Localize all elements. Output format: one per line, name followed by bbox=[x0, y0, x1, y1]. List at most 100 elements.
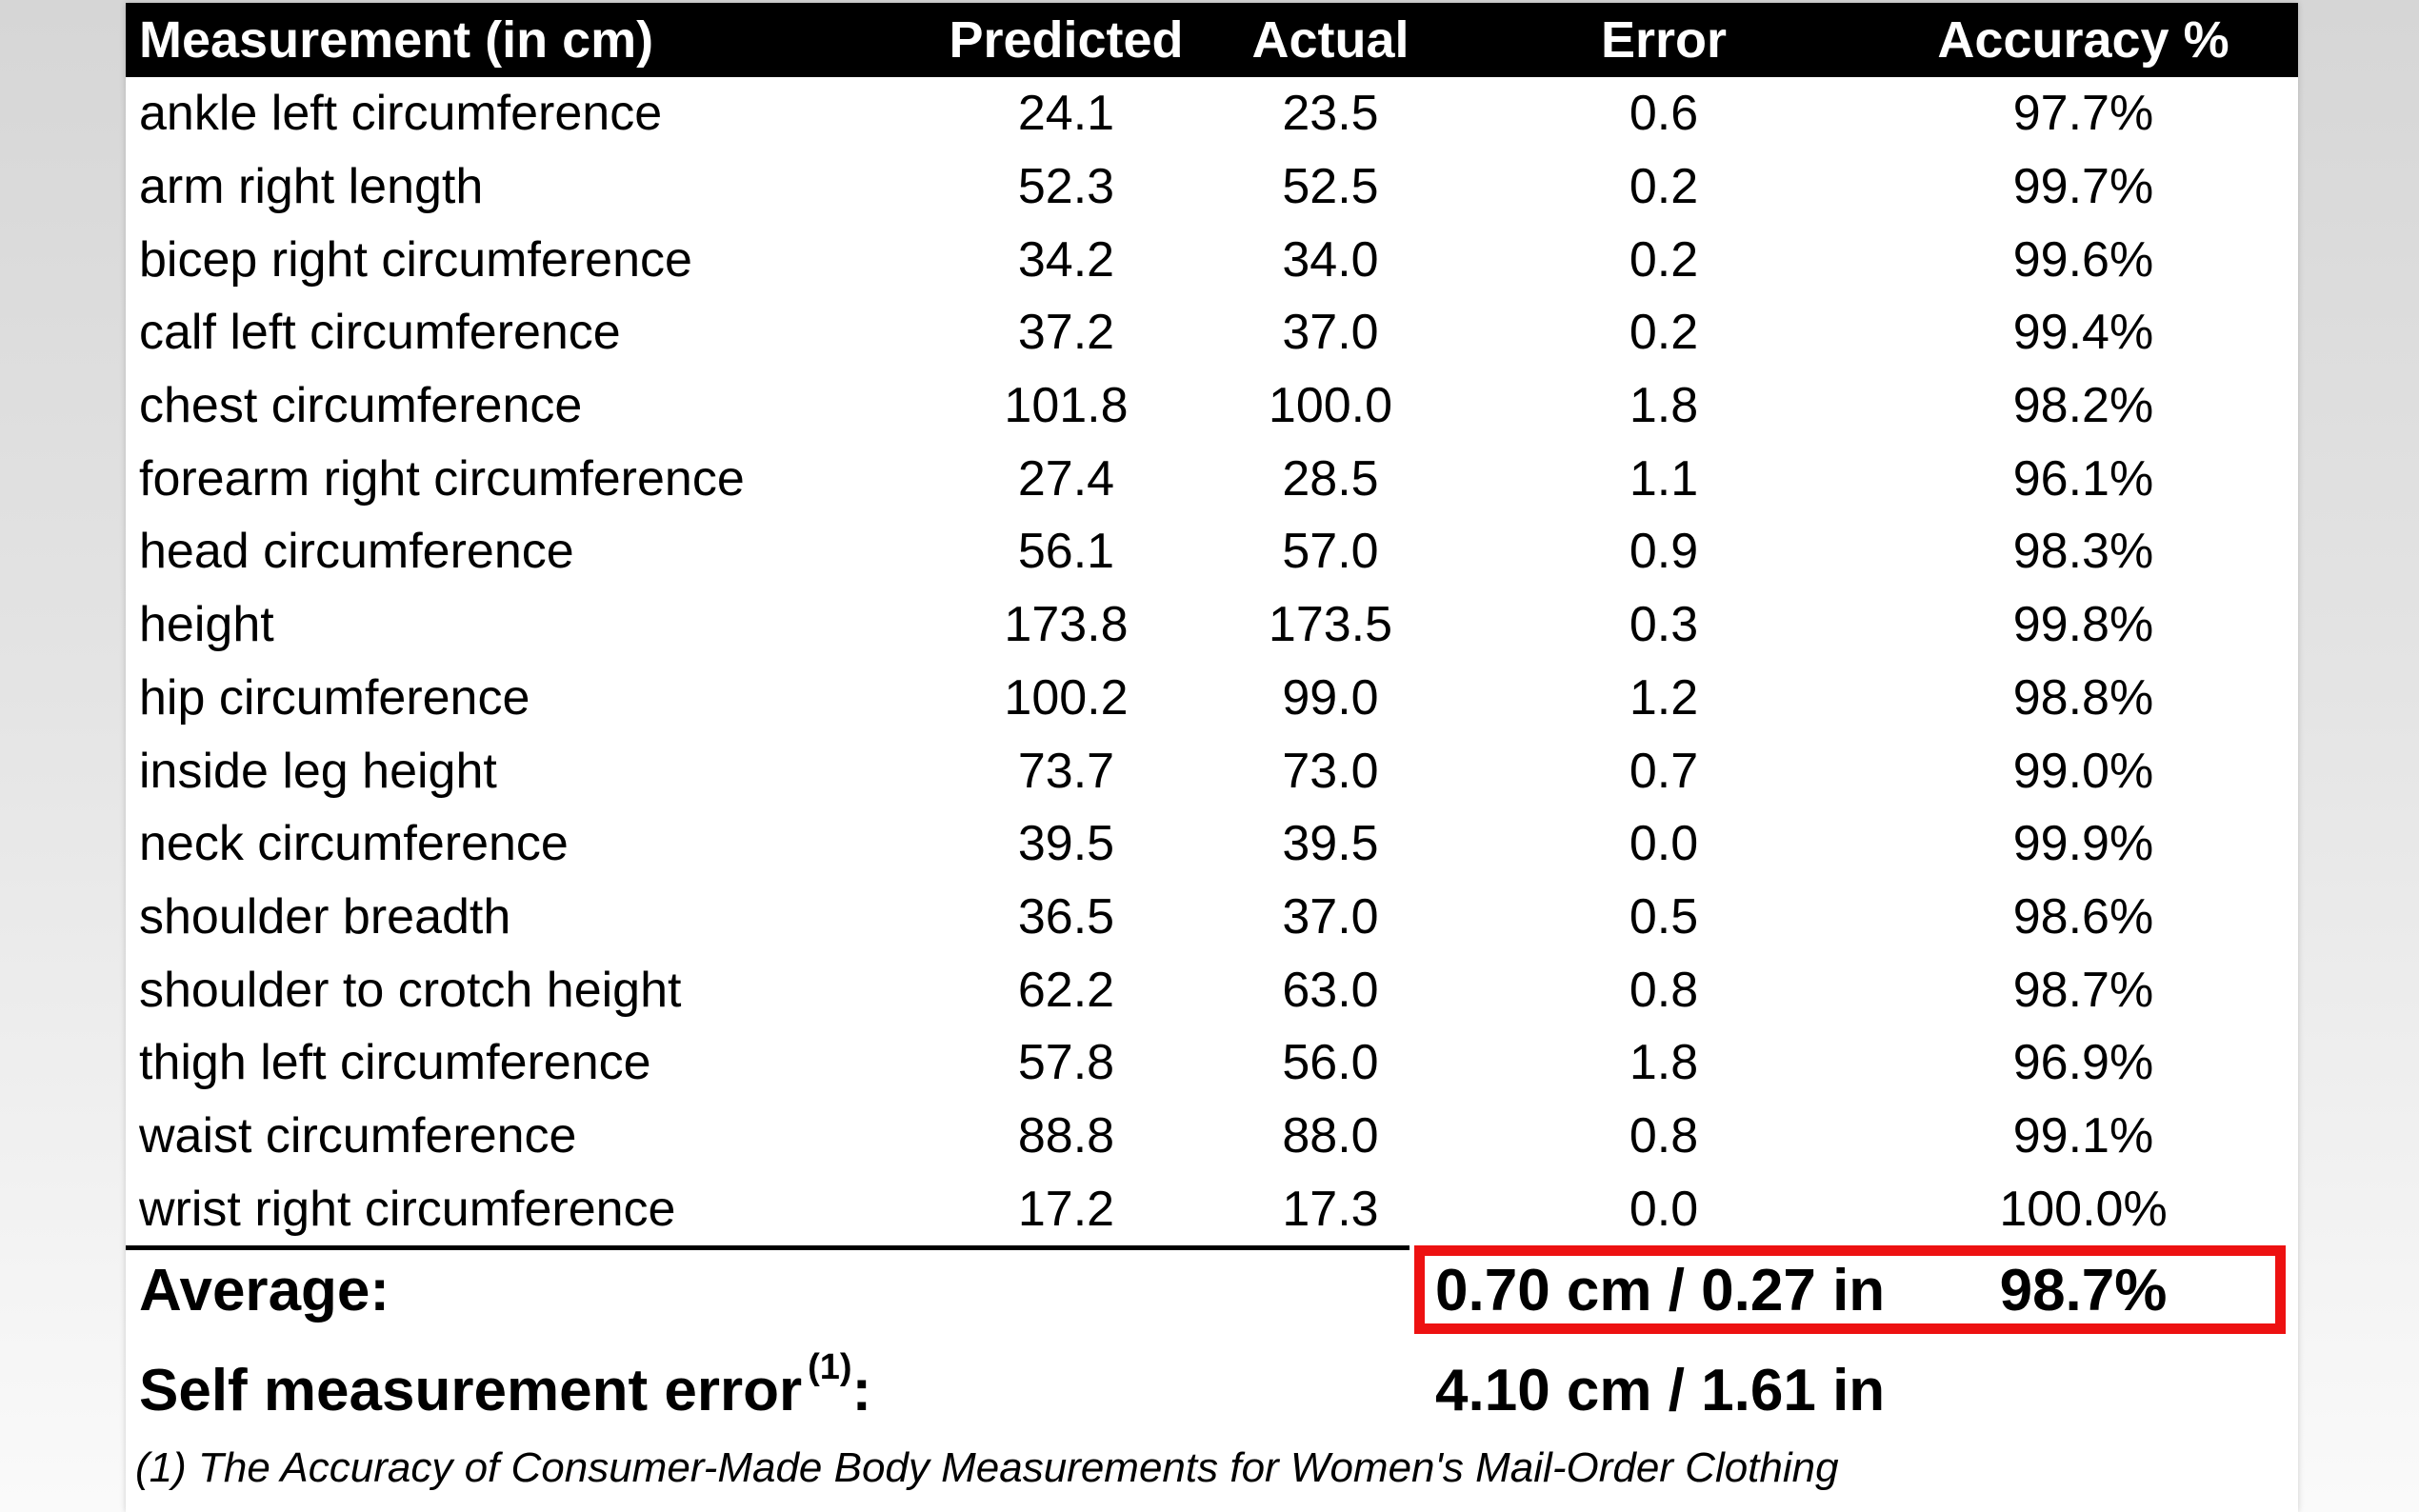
cell-error: 0.6 bbox=[1629, 86, 1699, 142]
cell-error: 0.2 bbox=[1629, 159, 1699, 215]
cell-measurement: waist circumference bbox=[139, 1107, 577, 1164]
cell-accuracy: 99.7% bbox=[2012, 159, 2154, 215]
column-header-actual: Actual bbox=[1251, 11, 1409, 69]
cell-predicted: 62.2 bbox=[1017, 962, 1115, 1018]
cell-predicted: 173.8 bbox=[1004, 597, 1129, 653]
summary-separator-line bbox=[126, 1245, 1409, 1250]
cell-predicted: 56.1 bbox=[1017, 524, 1115, 580]
cell-measurement: calf left circumference bbox=[139, 305, 621, 361]
table-row: calf left circumference 37.2 37.0 0.2 99… bbox=[126, 296, 2298, 369]
average-label: Average: bbox=[139, 1258, 390, 1323]
cell-predicted: 57.8 bbox=[1017, 1035, 1115, 1091]
table-row: wrist right circumference 17.2 17.3 0.0 … bbox=[126, 1172, 2298, 1245]
cell-error: 1.2 bbox=[1629, 669, 1699, 726]
table-row: inside leg height 73.7 73.0 0.7 99.0% bbox=[126, 734, 2298, 807]
table-body: ankle left circumference 24.1 23.5 0.6 9… bbox=[126, 77, 2298, 1245]
self-error-value: 4.10 cm / 1.61 in bbox=[1435, 1357, 1886, 1423]
cell-predicted: 100.2 bbox=[1004, 669, 1129, 726]
cell-accuracy: 97.7% bbox=[2012, 86, 2154, 142]
cell-measurement: wrist right circumference bbox=[139, 1181, 676, 1237]
cell-accuracy: 99.6% bbox=[2012, 231, 2154, 288]
cell-actual: 23.5 bbox=[1282, 86, 1379, 142]
cell-accuracy: 100.0% bbox=[1999, 1181, 2168, 1237]
column-header-measurement: Measurement (in cm) bbox=[139, 11, 654, 69]
column-header-error: Error bbox=[1600, 11, 1728, 69]
table-row: head circumference 56.1 57.0 0.9 98.3% bbox=[126, 515, 2298, 588]
cell-predicted: 88.8 bbox=[1017, 1107, 1115, 1164]
cell-actual: 100.0 bbox=[1268, 378, 1393, 434]
self-error-label: Self measurement error bbox=[139, 1357, 803, 1423]
cell-predicted: 34.2 bbox=[1017, 231, 1115, 288]
cell-actual: 57.0 bbox=[1282, 524, 1379, 580]
cell-actual: 34.0 bbox=[1282, 231, 1379, 288]
cell-measurement: neck circumference bbox=[139, 816, 569, 872]
cell-measurement: thigh left circumference bbox=[139, 1035, 651, 1091]
cell-actual: 99.0 bbox=[1282, 669, 1379, 726]
cell-predicted: 24.1 bbox=[1017, 86, 1115, 142]
cell-error: 0.0 bbox=[1629, 816, 1699, 872]
cell-predicted: 17.2 bbox=[1017, 1181, 1115, 1237]
average-row: Average: 0.70 cm / 0.27 in 98.7% bbox=[126, 1245, 2298, 1336]
table-row: arm right length 52.3 52.5 0.2 99.7% bbox=[126, 150, 2298, 224]
cell-error: 1.8 bbox=[1629, 378, 1699, 434]
cell-actual: 37.0 bbox=[1282, 305, 1379, 361]
cell-error: 0.8 bbox=[1629, 962, 1699, 1018]
cell-error: 0.0 bbox=[1629, 1181, 1699, 1237]
cell-measurement: chest circumference bbox=[139, 378, 583, 434]
cell-actual: 17.3 bbox=[1282, 1181, 1379, 1237]
cell-actual: 73.0 bbox=[1282, 743, 1379, 799]
cell-actual: 56.0 bbox=[1282, 1035, 1379, 1091]
cell-predicted: 73.7 bbox=[1017, 743, 1115, 799]
cell-accuracy: 99.9% bbox=[2012, 816, 2154, 872]
table-row: bicep right circumference 34.2 34.0 0.2 … bbox=[126, 223, 2298, 296]
cell-accuracy: 98.2% bbox=[2012, 378, 2154, 434]
cell-measurement: shoulder breadth bbox=[139, 888, 511, 945]
table-row: chest circumference 101.8 100.0 1.8 98.2… bbox=[126, 369, 2298, 443]
cell-measurement: inside leg height bbox=[139, 743, 497, 799]
cell-error: 0.5 bbox=[1629, 888, 1699, 945]
cell-accuracy: 98.6% bbox=[2012, 888, 2154, 945]
cell-measurement: bicep right circumference bbox=[139, 231, 692, 288]
cell-measurement: hip circumference bbox=[139, 669, 530, 726]
cell-actual: 63.0 bbox=[1282, 962, 1379, 1018]
cell-error: 0.2 bbox=[1629, 231, 1699, 288]
table-row: height 173.8 173.5 0.3 99.8% bbox=[126, 588, 2298, 662]
table-row: ankle left circumference 24.1 23.5 0.6 9… bbox=[126, 77, 2298, 150]
table-row: shoulder breadth 36.5 37.0 0.5 98.6% bbox=[126, 881, 2298, 954]
cell-measurement: arm right length bbox=[139, 159, 484, 215]
cell-measurement: head circumference bbox=[139, 524, 574, 580]
cell-actual: 39.5 bbox=[1282, 816, 1379, 872]
table-row: hip circumference 100.2 99.0 1.2 98.8% bbox=[126, 662, 2298, 735]
table-header-row: Measurement (in cm) Predicted Actual Err… bbox=[126, 3, 2298, 77]
cell-predicted: 36.5 bbox=[1017, 888, 1115, 945]
table-row: neck circumference 39.5 39.5 0.0 99.9% bbox=[126, 807, 2298, 881]
cell-predicted: 27.4 bbox=[1017, 450, 1115, 507]
cell-accuracy: 98.7% bbox=[2012, 962, 2154, 1018]
table-row: thigh left circumference 57.8 56.0 1.8 9… bbox=[126, 1026, 2298, 1100]
table-row: shoulder to crotch height 62.2 63.0 0.8 … bbox=[126, 953, 2298, 1026]
cell-actual: 28.5 bbox=[1282, 450, 1379, 507]
cell-accuracy: 99.8% bbox=[2012, 597, 2154, 653]
cell-error: 0.9 bbox=[1629, 524, 1699, 580]
cell-error: 0.3 bbox=[1629, 597, 1699, 653]
measurement-table-panel: Measurement (in cm) Predicted Actual Err… bbox=[126, 3, 2298, 1512]
column-header-predicted: Predicted bbox=[949, 11, 1184, 69]
cell-error: 0.8 bbox=[1629, 1107, 1699, 1164]
cell-accuracy: 96.9% bbox=[2012, 1035, 2154, 1091]
cell-accuracy: 99.4% bbox=[2012, 305, 2154, 361]
cell-predicted: 101.8 bbox=[1004, 378, 1129, 434]
average-accuracy-value: 98.7% bbox=[1999, 1258, 2168, 1323]
cell-measurement: forearm right circumference bbox=[139, 450, 745, 507]
cell-actual: 173.5 bbox=[1268, 597, 1393, 653]
cell-error: 0.2 bbox=[1629, 305, 1699, 361]
cell-error: 1.8 bbox=[1629, 1035, 1699, 1091]
footnote-citation: (1) The Accuracy of Consumer-Made Body M… bbox=[135, 1444, 1839, 1491]
table-row: forearm right circumference 27.4 28.5 1.… bbox=[126, 442, 2298, 515]
average-error-value: 0.70 cm / 0.27 in bbox=[1435, 1258, 1886, 1323]
cell-error: 1.1 bbox=[1629, 450, 1699, 507]
self-error-colon: : bbox=[851, 1357, 872, 1423]
cell-actual: 37.0 bbox=[1282, 888, 1379, 945]
cell-accuracy: 99.0% bbox=[2012, 743, 2154, 799]
cell-predicted: 37.2 bbox=[1017, 305, 1115, 361]
